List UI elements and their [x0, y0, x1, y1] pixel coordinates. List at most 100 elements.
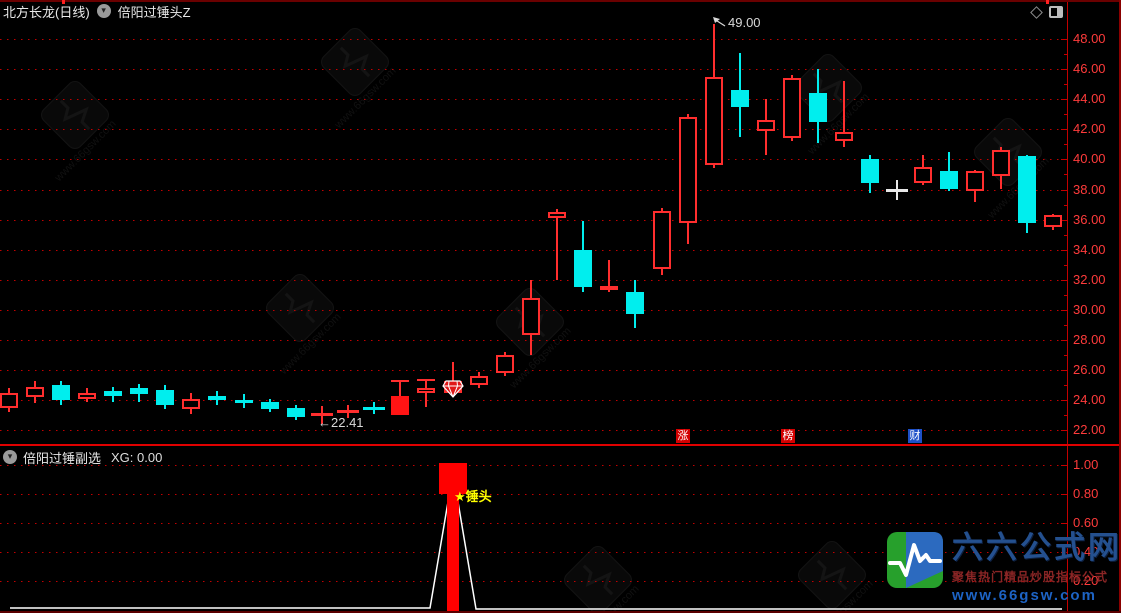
- site-logo: 六六公式网 聚焦热门精品炒股指标公式 www.66gsw.com: [886, 531, 1121, 604]
- indicator-title[interactable]: 倍阳过锤头Z: [117, 4, 191, 20]
- sub-axis-tick: [1061, 523, 1067, 524]
- sub-gridline: [0, 465, 1063, 466]
- price-axis-minor-tick: [1064, 54, 1067, 55]
- price-axis-label: 40.00: [1073, 151, 1106, 166]
- price-gridline: [0, 99, 1063, 100]
- symbol-title: 北方长龙(日线): [3, 4, 90, 20]
- candle-body: [103, 391, 122, 396]
- price-gridline: [0, 400, 1063, 401]
- candle-doji: [885, 188, 908, 192]
- candle-body: [704, 76, 723, 166]
- candle-body: [156, 389, 175, 405]
- sub-gridline: [0, 494, 1063, 495]
- price-axis-minor-tick: [1064, 385, 1067, 386]
- hot-badge[interactable]: 财: [908, 429, 922, 443]
- candle-wick: [556, 209, 559, 280]
- candle-body: [600, 285, 619, 291]
- price-gridline: [0, 430, 1063, 431]
- candle-body: [0, 392, 18, 408]
- window-right-border: [1119, 0, 1121, 613]
- price-axis-tick: [1061, 340, 1067, 341]
- price-axis-tick: [1061, 310, 1067, 311]
- diamond-icon[interactable]: [1030, 5, 1043, 19]
- watermark: www.66gsw.com: [792, 535, 876, 613]
- price-axis-minor-tick: [1064, 174, 1067, 175]
- candle-body: [939, 171, 958, 190]
- price-axis-label: 34.00: [1073, 242, 1106, 257]
- candle-wick: [451, 361, 454, 396]
- sub-axis-label: 0.40: [1073, 544, 1099, 559]
- price-axis-tick: [1061, 280, 1067, 281]
- price-gridline: [0, 129, 1063, 130]
- candle-body: [809, 93, 828, 122]
- candle-body: [1018, 156, 1037, 223]
- price-axis-label: 22.00: [1073, 422, 1106, 437]
- candle-wick: [425, 379, 428, 407]
- sub-axis-tick: [1061, 581, 1067, 582]
- price-gridline: [0, 250, 1063, 251]
- price-gridline: [0, 69, 1063, 70]
- candle-doji: [363, 406, 386, 410]
- candle-body: [417, 388, 436, 393]
- sub-indicator-title[interactable]: 倍阳过锤副选: [23, 450, 102, 466]
- candle-body: [574, 249, 593, 288]
- price-axis-minor-tick: [1064, 325, 1067, 326]
- indicator-dropdown-icon[interactable]: ▾: [96, 4, 111, 18]
- panel-layout-icon[interactable]: [1049, 6, 1063, 18]
- candle-body: [234, 400, 253, 404]
- price-axis-minor-tick: [1064, 415, 1067, 416]
- sub-axis-tick: [1061, 465, 1067, 466]
- price-axis-minor-tick: [1064, 205, 1067, 206]
- price-gridline: [0, 190, 1063, 191]
- candle-body: [913, 166, 932, 184]
- candle-body: [521, 297, 540, 336]
- sub-axis-tick: [1061, 494, 1067, 495]
- pane-notch: [62, 0, 65, 4]
- watermark: www.66gsw.com: [315, 22, 399, 131]
- window-top-border: [0, 0, 1121, 2]
- candle-body: [469, 376, 488, 386]
- sub-axis-label: 0.80: [1073, 486, 1099, 501]
- candle-high-cap: [417, 379, 436, 382]
- price-axis-minor-tick: [1064, 114, 1067, 115]
- sub-axis-label: 0.60: [1073, 515, 1099, 530]
- window-bottom-border: [0, 611, 1121, 613]
- candle-doji: [310, 412, 333, 416]
- price-axis-tick: [1061, 430, 1067, 431]
- price-axis-tick: [1061, 39, 1067, 40]
- price-axis-label: 48.00: [1073, 31, 1106, 46]
- price-axis-tick: [1061, 69, 1067, 70]
- price-axis-tick: [1061, 220, 1067, 221]
- candle-body: [783, 78, 802, 139]
- logo-tagline: 聚焦热门精品炒股指标公式: [952, 570, 1109, 584]
- watermark: www.66gsw.com: [260, 268, 344, 377]
- sub-axis-label: 1.00: [1073, 457, 1099, 472]
- candle-body: [286, 407, 305, 417]
- hot-badge[interactable]: 榜: [781, 429, 795, 443]
- price-axis-label: 42.00: [1073, 121, 1106, 136]
- candle-body: [260, 401, 279, 410]
- sub-indicator-dropdown-icon[interactable]: ▾: [3, 450, 17, 464]
- price-gridline: [0, 370, 1063, 371]
- candle-body: [182, 398, 201, 410]
- price-gridline: [0, 159, 1063, 160]
- candle-body: [25, 386, 44, 398]
- signal-bar-narrow: [446, 463, 459, 611]
- candle-body: [208, 395, 227, 401]
- watermark: www.66gsw.com: [558, 540, 642, 613]
- candle-body: [51, 385, 70, 401]
- sub-chart-titlebar: ▾ 倍阳过锤副选 XG: 0.00: [3, 449, 162, 466]
- candle-body: [391, 395, 410, 416]
- candle-body: [756, 120, 775, 131]
- high-annotation-text: 49.00: [728, 15, 761, 30]
- candle-body: [548, 212, 567, 219]
- candle-body: [835, 132, 854, 142]
- panel-separator[interactable]: [0, 444, 1121, 446]
- price-axis-tick: [1061, 400, 1067, 401]
- price-axis-label: 24.00: [1073, 392, 1106, 407]
- price-axis-minor-tick: [1064, 355, 1067, 356]
- price-axis-label: 44.00: [1073, 91, 1106, 106]
- hot-badge[interactable]: 涨: [676, 429, 690, 443]
- signal-bar-wide: [438, 463, 467, 494]
